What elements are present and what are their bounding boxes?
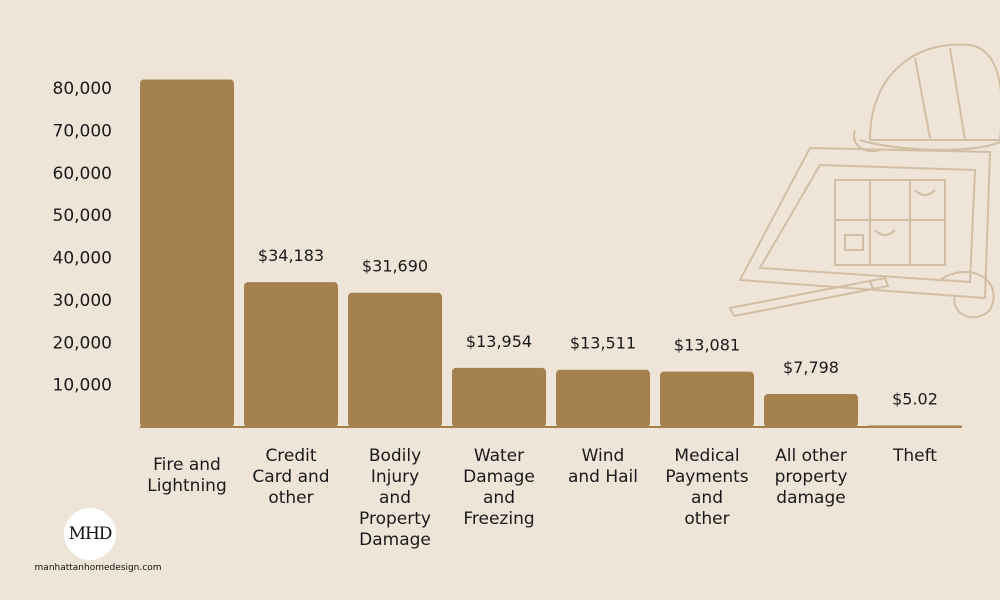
- category-label: Credit Card and other: [252, 446, 329, 508]
- bars: [140, 79, 962, 428]
- y-tick-label: 50,000: [53, 206, 112, 226]
- bar: [244, 282, 338, 427]
- category-label-line: Freezing: [463, 509, 534, 529]
- bar: [348, 292, 442, 427]
- bar-data-label: $31,690: [362, 257, 428, 276]
- category-label-line: Payments: [665, 467, 748, 487]
- category-label-line: other: [684, 509, 729, 529]
- category-label-line: damage: [776, 488, 845, 508]
- category-label-line: Property: [359, 509, 431, 529]
- category-label: Fire and Lightning: [147, 455, 227, 496]
- category-label-line: All other: [775, 446, 847, 466]
- hard-hat-blueprint-illustration: [728, 43, 1000, 319]
- category-label: Water Damage and Freezing: [463, 446, 535, 529]
- category-label-line: Credit: [265, 446, 316, 466]
- bar-data-label: $13,081: [674, 336, 740, 355]
- category-label-line: Theft: [892, 446, 937, 466]
- bar: [764, 393, 858, 427]
- brand-logo: MHD: [64, 508, 116, 560]
- category-label: Medical Payments and other: [665, 446, 748, 529]
- y-tick-label: 70,000: [53, 121, 112, 141]
- bar: [556, 369, 650, 427]
- category-label-line: and: [483, 488, 515, 508]
- bar-data-label: $7,798: [783, 358, 839, 377]
- bar: [140, 79, 234, 428]
- bar-data-label: $13,511: [570, 334, 636, 353]
- data-labels: $34,183 $31,690 $13,954 $13,511 $13,081 $7,79…: [258, 246, 938, 408]
- bar-data-label: $5.02: [892, 390, 938, 409]
- logo-text: MHD: [68, 524, 113, 544]
- category-label-line: Medical: [674, 446, 739, 466]
- category-label-line: Damage: [359, 530, 431, 550]
- website-label: manhattanhomedesign.com: [34, 563, 162, 573]
- category-label-line: and Hail: [568, 467, 638, 487]
- category-label: All other property damage: [775, 446, 848, 508]
- bar: [452, 367, 546, 427]
- y-tick-label: 10,000: [53, 376, 112, 396]
- category-label-line: Wind: [582, 446, 625, 466]
- y-tick-label: 60,000: [53, 164, 112, 184]
- category-label-line: Water: [474, 446, 524, 466]
- category-label-line: Card and: [252, 467, 329, 487]
- category-label-line: and: [691, 488, 723, 508]
- category-label-line: Lightning: [147, 476, 227, 496]
- y-tick-label: 40,000: [53, 249, 112, 269]
- category-label-line: Injury: [371, 467, 419, 487]
- y-axis-ticks: 10,000 20,000 30,000 40,000 50,000 60,000 70,0…: [53, 79, 112, 396]
- bar-data-label: $13,954: [466, 332, 532, 351]
- category-label-line: Bodily: [369, 446, 421, 466]
- category-label-line: Damage: [463, 467, 535, 487]
- category-label: Bodily Injury and Property Damage: [359, 446, 431, 550]
- category-label-line: Fire and: [153, 455, 221, 475]
- category-label-line: other: [268, 488, 313, 508]
- category-label-line: and: [379, 488, 411, 508]
- bar: [660, 371, 754, 427]
- y-tick-label: 20,000: [53, 333, 112, 353]
- category-label: Wind and Hail: [568, 446, 638, 487]
- bar-data-label: $34,183: [258, 246, 324, 265]
- y-tick-label: 30,000: [53, 291, 112, 311]
- category-label-line: property: [775, 467, 848, 487]
- y-tick-label: 80,000: [53, 79, 112, 99]
- category-label: Theft: [892, 446, 937, 466]
